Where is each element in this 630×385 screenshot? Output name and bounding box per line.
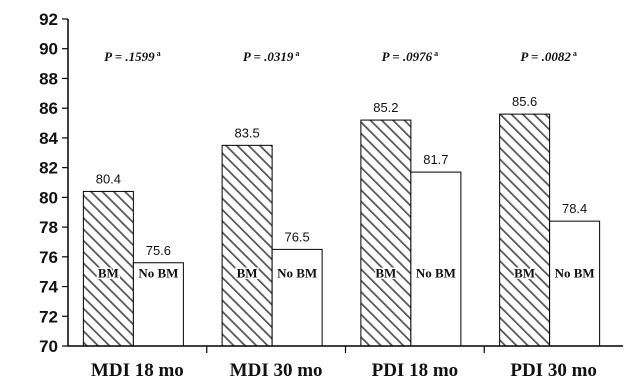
y-tick-label: 70 [39, 337, 58, 356]
bar-value-label: 76.5 [284, 229, 309, 244]
y-tick-label: 84 [39, 129, 58, 148]
x-category-label: MDI 18 mo [91, 360, 184, 381]
bar-value-label: 83.5 [234, 125, 259, 140]
y-tick-label: 90 [39, 40, 58, 59]
y-tick-label: 80 [39, 188, 58, 207]
bar-value-label: 85.2 [373, 100, 398, 115]
x-category-label: PDI 18 mo [372, 360, 459, 381]
bar-value-label: 80.4 [96, 171, 121, 186]
bar-series-label: BM [375, 266, 396, 281]
p-value-annotation: P = .0976 [382, 49, 433, 64]
bar-bm [360, 119, 412, 347]
bar-value-label: 78.4 [562, 201, 587, 216]
bar-value-label: 81.7 [423, 152, 448, 167]
p-value-superscript: a [434, 49, 438, 58]
bar-series-label: No BM [138, 266, 178, 281]
y-tick-label: 76 [39, 248, 58, 267]
bar-value-label: 75.6 [146, 243, 171, 258]
bar-series-label: BM [514, 266, 535, 281]
p-value-annotation: P = .0319 [243, 49, 294, 64]
y-tick-label: 82 [39, 159, 58, 178]
bar-series-label: BM [98, 266, 119, 281]
bar-bm [82, 190, 134, 347]
bar-series-label: No BM [277, 266, 317, 281]
y-tick-label: 74 [39, 278, 58, 297]
bar-no-bm [271, 248, 323, 347]
p-value-superscript: a [573, 49, 577, 58]
y-tick-label: 72 [39, 307, 58, 326]
x-category-label: MDI 30 mo [230, 360, 323, 381]
bars [82, 113, 601, 347]
bar-value-label: 85.6 [512, 94, 537, 109]
p-value-annotation: P = .1599 [104, 49, 155, 64]
p-value-superscript: a [295, 49, 299, 58]
y-axis-ticks: 70 72 74 76 78 80 82 84 86 88 90 92 [39, 10, 68, 356]
bar-bm [221, 144, 273, 347]
bar-series-label: No BM [555, 266, 595, 281]
bar-no-bm [132, 262, 184, 347]
bar-series-label: No BM [416, 266, 456, 281]
y-tick-label: 88 [39, 69, 58, 88]
bar-no-bm [410, 171, 462, 347]
y-tick-label: 92 [39, 10, 58, 29]
y-tick-label: 86 [39, 99, 58, 118]
y-tick-label: 78 [39, 218, 58, 237]
p-value-annotation: P = .0082 [520, 49, 571, 64]
axes [67, 19, 623, 353]
x-category-label: PDI 30 mo [510, 360, 597, 381]
bar-bm [499, 113, 551, 347]
bar-series-label: BM [237, 266, 258, 281]
bar-no-bm [549, 220, 601, 347]
p-value-superscript: a [157, 49, 161, 58]
